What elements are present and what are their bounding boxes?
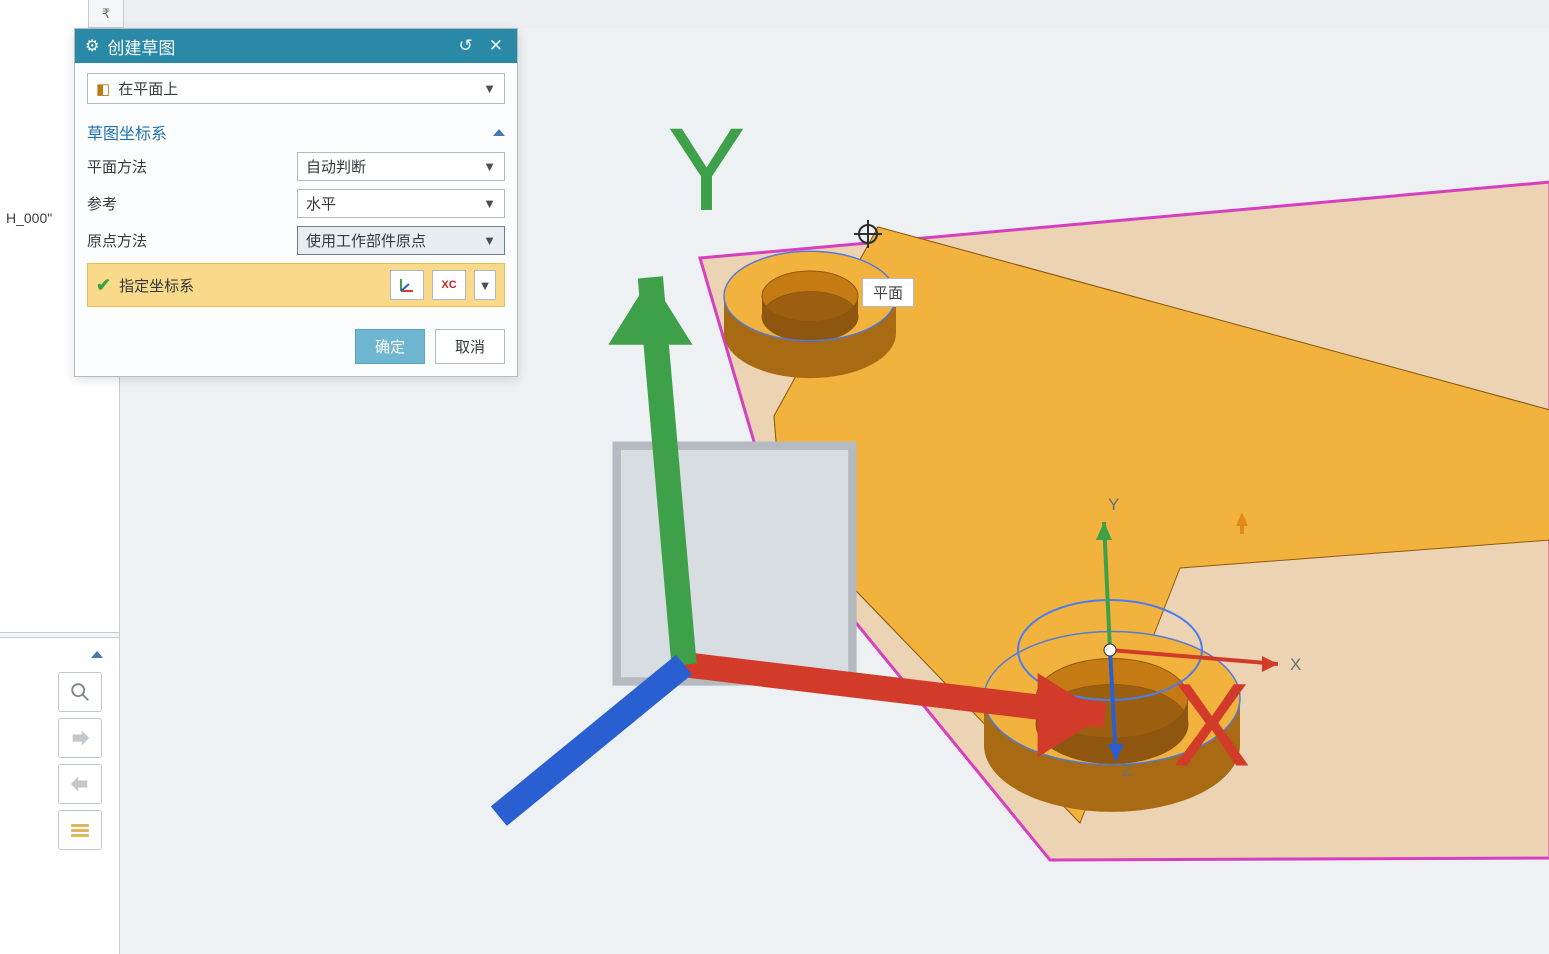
- specify-csys-row: ✔ 指定坐标系 XC ▼: [87, 263, 505, 307]
- cancel-button[interactable]: 取消: [435, 329, 505, 364]
- create-sketch-dialog: ⚙ 创建草图 ↺ ✕ ◧ 在平面上 ▼ 草图坐标系 平面方法 自动判断 ▼ 参考…: [74, 28, 518, 377]
- origin-method-value: 使用工作部件原点: [306, 230, 426, 251]
- row-origin-method: 原点方法 使用工作部件原点 ▼: [87, 226, 505, 255]
- dialog-reset-button[interactable]: ↺: [455, 36, 477, 56]
- dialog-footer: 确定 取消: [75, 319, 517, 376]
- chevron-up-icon: [493, 129, 505, 136]
- arrow-right-icon: [69, 729, 91, 747]
- chevron-down-icon: ▼: [479, 278, 492, 293]
- section-header-csys[interactable]: 草图坐标系: [87, 118, 505, 152]
- dialog-close-button[interactable]: ✕: [485, 36, 507, 56]
- reference-select[interactable]: 水平 ▼: [297, 189, 505, 218]
- gear-icon: ⚙: [85, 36, 99, 56]
- list-button[interactable]: [58, 810, 102, 850]
- svg-text:X: X: [1172, 659, 1251, 791]
- chevron-down-icon: ▼: [483, 159, 496, 174]
- plane-method-value: 自动判断: [306, 156, 366, 177]
- placement-select-value: 在平面上: [118, 78, 475, 99]
- dialog-titlebar[interactable]: ⚙ 创建草图 ↺ ✕: [75, 29, 517, 63]
- search-icon: [69, 681, 91, 703]
- dialog-title: 创建草图: [107, 34, 446, 59]
- ok-button[interactable]: 确定: [355, 329, 425, 364]
- panel-splitter[interactable]: [0, 632, 119, 638]
- row-reference: 参考 水平 ▼: [87, 189, 505, 218]
- reference-label: 参考: [87, 193, 297, 214]
- specify-csys-label: 指定坐标系: [119, 275, 382, 296]
- back-button[interactable]: [58, 764, 102, 804]
- placement-select[interactable]: ◧ 在平面上 ▼: [87, 73, 505, 104]
- on-plane-icon: ◧: [96, 80, 110, 98]
- forward-button[interactable]: [58, 718, 102, 758]
- origin-method-label: 原点方法: [87, 230, 297, 251]
- section-header-label: 草图坐标系: [87, 120, 167, 144]
- panel-tab-glyph: ₹: [102, 6, 110, 22]
- dialog-body: ◧ 在平面上 ▼ 草图坐标系 平面方法 自动判断 ▼ 参考 水平 ▼ 原点方法: [75, 63, 517, 319]
- chevron-down-icon: ▼: [483, 81, 496, 96]
- panel-collapse[interactable]: [0, 640, 119, 668]
- reference-value: 水平: [306, 193, 336, 214]
- plane-method-label: 平面方法: [87, 156, 297, 177]
- csys-icon: [397, 275, 417, 295]
- origin-method-select[interactable]: 使用工作部件原点 ▼: [297, 226, 505, 255]
- tree-item[interactable]: H_000": [0, 206, 58, 230]
- csys-xc-button[interactable]: XC: [432, 270, 466, 300]
- toolbox: [58, 672, 106, 850]
- xc-icon: XC: [441, 279, 456, 291]
- chevron-up-icon: [91, 651, 103, 658]
- csys-dialog-button[interactable]: [390, 270, 424, 300]
- plane-method-select[interactable]: 自动判断 ▼: [297, 152, 505, 181]
- chevron-down-icon: ▼: [483, 196, 496, 211]
- chevron-down-icon: ▼: [483, 233, 496, 248]
- search-button[interactable]: [58, 672, 102, 712]
- panel-tab[interactable]: ₹: [88, 0, 124, 28]
- check-icon: ✔: [96, 275, 111, 296]
- svg-text:Y: Y: [667, 103, 746, 235]
- csys-more-button[interactable]: ▼: [474, 270, 496, 300]
- row-plane-method: 平面方法 自动判断 ▼: [87, 152, 505, 181]
- list-icon: [71, 824, 89, 827]
- arrow-left-icon: [69, 775, 91, 793]
